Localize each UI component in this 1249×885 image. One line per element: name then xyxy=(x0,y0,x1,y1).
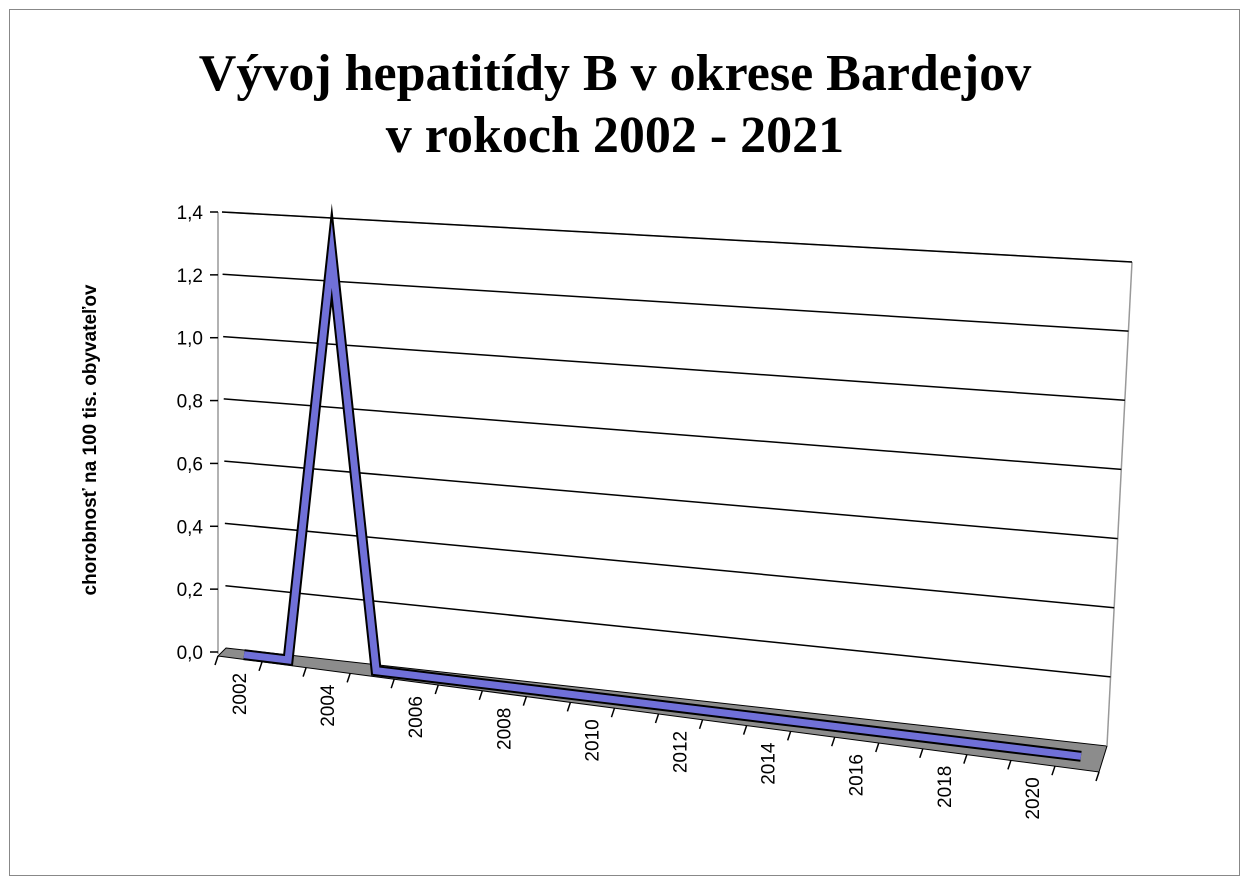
y-tick-label: 0,0 xyxy=(177,643,203,664)
x-tick xyxy=(963,754,968,764)
y-tick-label: 1,0 xyxy=(177,329,203,350)
y-tick-label: 0,8 xyxy=(177,392,203,413)
x-tick xyxy=(654,713,660,724)
y-axis-label: chorobnosť na 100 tis. obyvateľov xyxy=(80,284,101,595)
x-tick xyxy=(875,742,880,753)
x-tick-label: 2018 xyxy=(935,766,956,808)
x-tick xyxy=(610,707,616,718)
x-tick xyxy=(434,684,439,695)
grid-line xyxy=(222,273,1129,332)
y-tick-label: 0,4 xyxy=(177,517,204,538)
y-tick-label: 1,4 xyxy=(177,203,204,224)
x-tick xyxy=(786,731,792,741)
chart-border xyxy=(9,9,1240,876)
x-tick-label: 2004 xyxy=(318,684,339,727)
back-wall-edge xyxy=(1106,261,1133,747)
grid-line xyxy=(224,522,1115,609)
x-tick xyxy=(478,690,484,701)
x-tick-label: 2016 xyxy=(847,754,868,796)
y-tick-label: 1,2 xyxy=(177,266,203,287)
x-tick-label: 2012 xyxy=(671,731,692,773)
grid-line xyxy=(224,460,1118,540)
y-tick-label: 0,2 xyxy=(177,580,203,601)
x-tick-label: 2020 xyxy=(1023,777,1044,819)
x-tick xyxy=(830,736,836,747)
x-tick xyxy=(214,655,219,666)
x-tick xyxy=(390,678,395,689)
x-tick xyxy=(919,748,924,759)
x-tick xyxy=(1007,760,1012,770)
x-tick-label: 2014 xyxy=(759,742,780,785)
chart-title: v rokoch 2002 - 2021 xyxy=(386,107,844,164)
x-tick xyxy=(346,673,351,683)
x-tick-label: 2008 xyxy=(494,708,515,750)
x-tick xyxy=(698,719,704,730)
x-tick-label: 2002 xyxy=(230,673,251,715)
grid-line xyxy=(223,335,1125,402)
grid-line xyxy=(223,398,1122,471)
grid-line xyxy=(221,211,1133,263)
x-tick xyxy=(566,702,572,712)
x-tick xyxy=(302,667,307,677)
x-tick xyxy=(1051,765,1056,776)
x-tick xyxy=(1095,771,1100,782)
x-tick-label: 2010 xyxy=(582,719,603,761)
x-tick-label: 2006 xyxy=(406,696,427,738)
chart-title: Vývoj hepatitídy B v okrese Bardejov xyxy=(199,45,1031,102)
x-tick xyxy=(258,661,263,672)
x-tick xyxy=(742,725,748,735)
x-tick xyxy=(522,696,528,706)
series-line xyxy=(243,222,1082,760)
y-tick-label: 0,6 xyxy=(177,454,203,475)
